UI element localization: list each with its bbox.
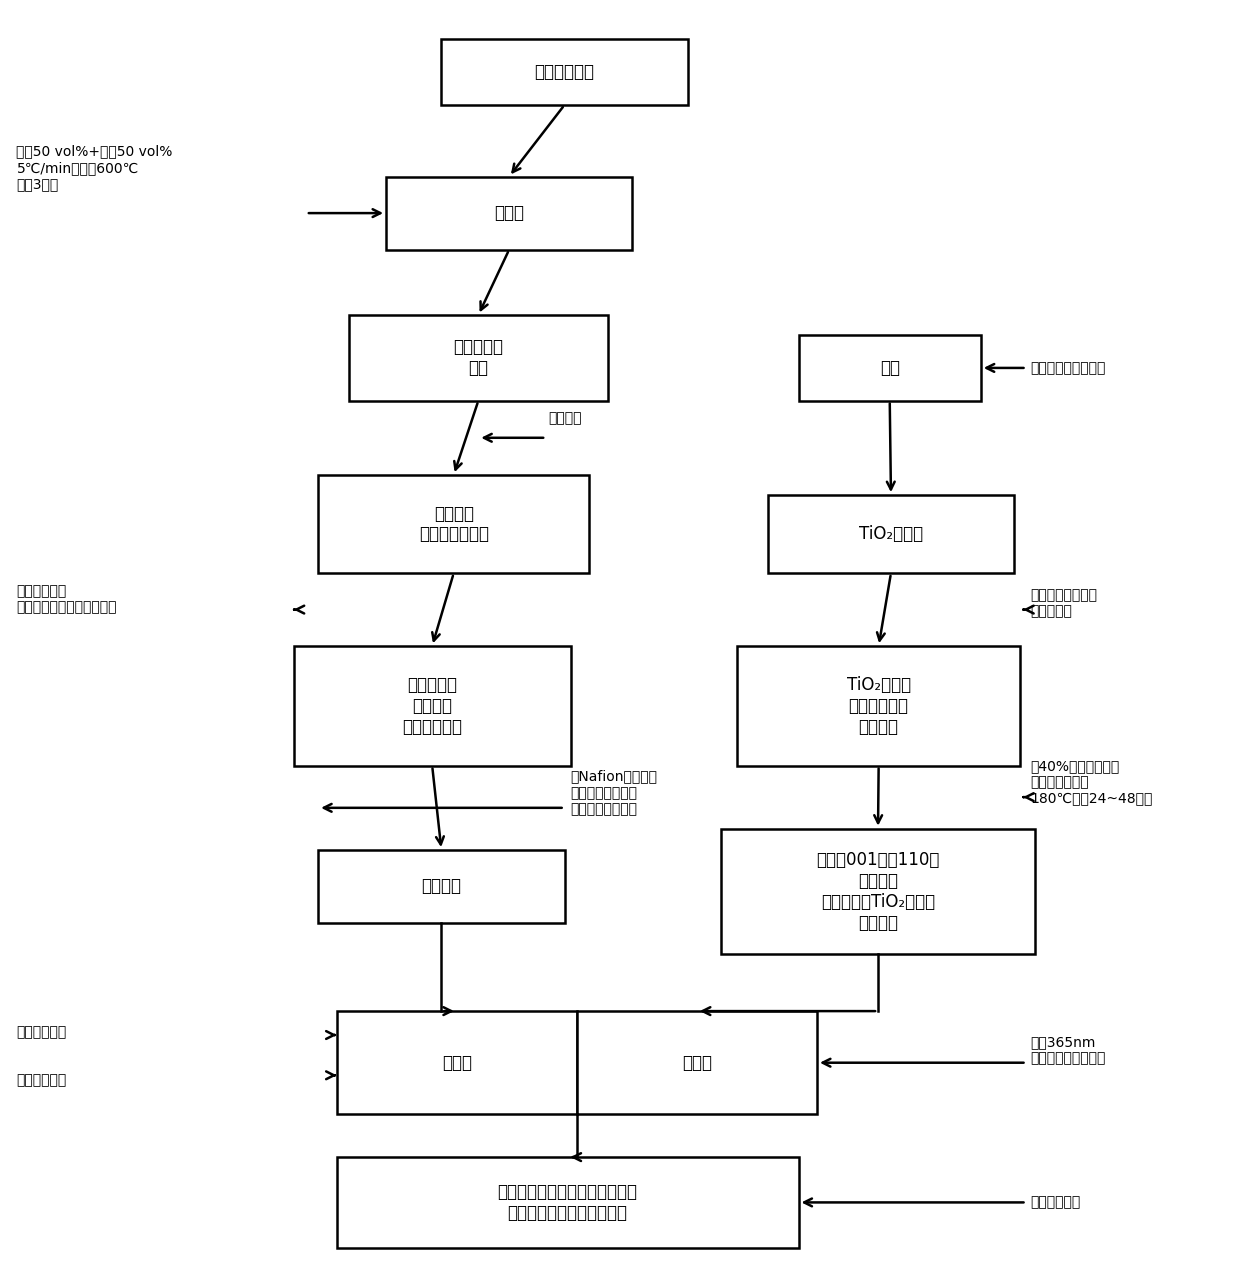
Text: 加入四氢呋喃
并在磁力搅拌油浴锅中加热: 加入四氢呋喃 并在磁力搅拌油浴锅中加热	[16, 584, 117, 614]
Text: 气相产物氢气、甲烷、一氧化碳
液相产物甲醇、乙醇、丙醇: 气相产物氢气、甲烷、一氧化碳 液相产物甲醇、乙醇、丙醇	[497, 1183, 637, 1221]
Bar	[441, 39, 688, 105]
Bar	[386, 176, 632, 250]
Text: TiO₂纳米管
钛酸四异丙酯
混合溶液: TiO₂纳米管 钛酸四异丙酯 混合溶液	[847, 677, 910, 736]
Bar	[337, 1011, 577, 1114]
Text: 阴极电极: 阴极电极	[422, 878, 461, 896]
Text: 阳极腔: 阳极腔	[682, 1054, 712, 1072]
Text: 钛片: 钛片	[879, 359, 900, 376]
Text: 充分研磨: 充分研磨	[548, 412, 582, 426]
Text: 气相色谱检测: 气相色谱检测	[1030, 1196, 1080, 1210]
Text: 氮气50 vol%+氢气50 vol%
5℃/min升温到600℃
煅烧3小时: 氮气50 vol%+氢气50 vol% 5℃/min升温到600℃ 煅烧3小时	[16, 144, 172, 191]
Text: TiO₂纳米管: TiO₂纳米管	[859, 525, 923, 544]
Text: 氙灯可见光源: 氙灯可见光源	[16, 1073, 67, 1087]
Text: 锌钴咪唑骨架: 锌钴咪唑骨架	[534, 63, 594, 81]
Bar	[294, 646, 570, 765]
Text: 碳锌钴与
酞氰化锌混合物: 碳锌钴与 酞氰化锌混合物	[419, 504, 489, 544]
Text: 碳锌钴担载
酞氰化锌
异质结催化剂: 碳锌钴担载 酞氰化锌 异质结催化剂	[402, 677, 463, 736]
Text: 通入二氧化碳: 通入二氧化碳	[16, 1025, 67, 1039]
Text: 碳锌钴: 碳锌钴	[495, 204, 525, 222]
Text: 具有（001）（110）
接触晶面
暴露结构的TiO₂纳米管
阳极电极: 具有（001）（110） 接触晶面 暴露结构的TiO₂纳米管 阳极电极	[816, 851, 940, 931]
Text: 氙灯365nm
准单色波段紫外线光: 氙灯365nm 准单色波段紫外线光	[1030, 1035, 1106, 1066]
Text: 浸入钛酸四异丙酯
乙醇溶液中: 浸入钛酸四异丙酯 乙醇溶液中	[1030, 588, 1097, 618]
Bar	[577, 1011, 817, 1114]
Bar	[337, 1157, 799, 1248]
Text: 与酞氰化锌
混合: 与酞氰化锌 混合	[454, 338, 503, 378]
Bar	[348, 315, 608, 400]
Bar	[737, 646, 1021, 765]
Text: 与40%的氢氟酸混合
放于高压反应釜
180℃保温24~48小时: 与40%的氢氟酸混合 放于高压反应釜 180℃保温24~48小时	[1030, 759, 1152, 806]
Bar	[319, 475, 589, 573]
Bar	[768, 495, 1014, 573]
Bar	[319, 850, 564, 922]
Bar	[720, 829, 1035, 954]
Bar	[799, 336, 981, 400]
Text: 与Nafion膜溶液和
去离子水超声混合
涂刷在泡沫铜表面: 与Nafion膜溶液和 去离子水超声混合 涂刷在泡沫铜表面	[570, 769, 657, 816]
Text: 在电解液中电解氧化: 在电解液中电解氧化	[1030, 361, 1106, 375]
Text: 阴极腔: 阴极腔	[441, 1054, 471, 1072]
